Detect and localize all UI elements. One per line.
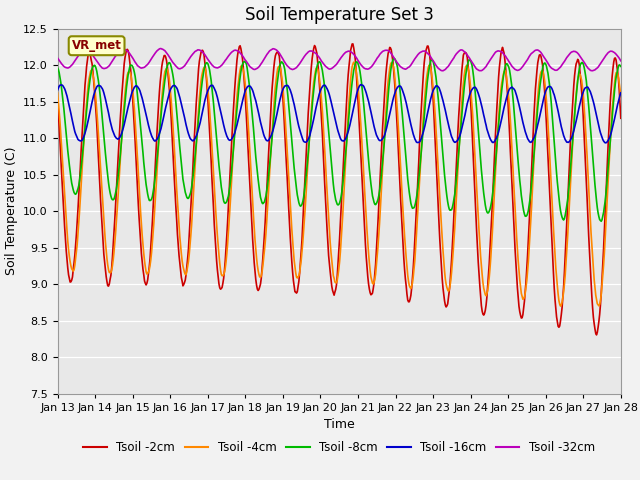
Tsoil -8cm [179,176,187,182]
Tsoil -8cm [425,67,433,73]
Tsoil -32cm [122,47,129,53]
Tsoil -4cm [54,90,61,96]
Tsoil -4cm [64,239,72,244]
Tsoil -4cm [350,60,358,65]
Line: Tsoil -4cm: Tsoil -4cm [58,62,621,306]
Tsoil -2cm [209,190,216,195]
Tsoil -16cm [617,90,625,96]
Tsoil -16cm [64,96,72,102]
Tsoil -4cm [557,303,564,309]
Tsoil -32cm [157,46,165,51]
Tsoil -2cm [408,276,416,282]
Tsoil -32cm [54,55,61,61]
Tsoil -4cm [209,156,216,161]
Tsoil -8cm [209,93,216,98]
Tsoil -16cm [179,108,187,114]
Legend: Tsoil -2cm, Tsoil -4cm, Tsoil -8cm, Tsoil -16cm, Tsoil -32cm: Tsoil -2cm, Tsoil -4cm, Tsoil -8cm, Tsoi… [79,436,600,459]
Tsoil -8cm [64,148,72,154]
Tsoil -32cm [425,51,433,57]
Tsoil -32cm [617,58,625,64]
Tsoil -16cm [408,128,416,134]
Tsoil -2cm [425,47,433,53]
Tsoil -32cm [439,68,447,73]
Tsoil -16cm [602,140,609,145]
Line: Tsoil -8cm: Tsoil -8cm [58,59,621,221]
Tsoil -32cm [64,65,72,71]
Tsoil -32cm [210,63,218,69]
Tsoil -2cm [617,115,625,121]
Tsoil -8cm [122,91,129,97]
Title: Soil Temperature Set 3: Soil Temperature Set 3 [244,6,434,24]
Tsoil -4cm [425,63,433,69]
Tsoil -2cm [593,332,600,338]
Tsoil -4cm [408,280,416,286]
X-axis label: Time: Time [324,418,355,431]
Tsoil -8cm [617,63,625,69]
Tsoil -2cm [122,50,129,56]
Tsoil -8cm [597,218,605,224]
Tsoil -2cm [64,265,72,271]
Tsoil -16cm [357,82,365,87]
Tsoil -16cm [209,83,216,88]
Tsoil -16cm [425,104,433,109]
Line: Tsoil -16cm: Tsoil -16cm [58,84,621,143]
Line: Tsoil -2cm: Tsoil -2cm [58,44,621,335]
Tsoil -2cm [54,97,61,103]
Tsoil -4cm [617,94,625,100]
Tsoil -16cm [54,87,61,93]
Text: VR_met: VR_met [72,39,122,52]
Tsoil -8cm [54,65,61,71]
Tsoil -2cm [349,41,356,47]
Tsoil -4cm [122,83,129,89]
Tsoil -16cm [122,115,129,120]
Tsoil -8cm [390,56,398,61]
Tsoil -32cm [408,60,416,65]
Tsoil -4cm [179,263,187,269]
Y-axis label: Soil Temperature (C): Soil Temperature (C) [4,147,17,276]
Line: Tsoil -32cm: Tsoil -32cm [58,48,621,71]
Tsoil -8cm [408,205,416,211]
Tsoil -2cm [179,283,187,289]
Tsoil -32cm [180,64,188,70]
